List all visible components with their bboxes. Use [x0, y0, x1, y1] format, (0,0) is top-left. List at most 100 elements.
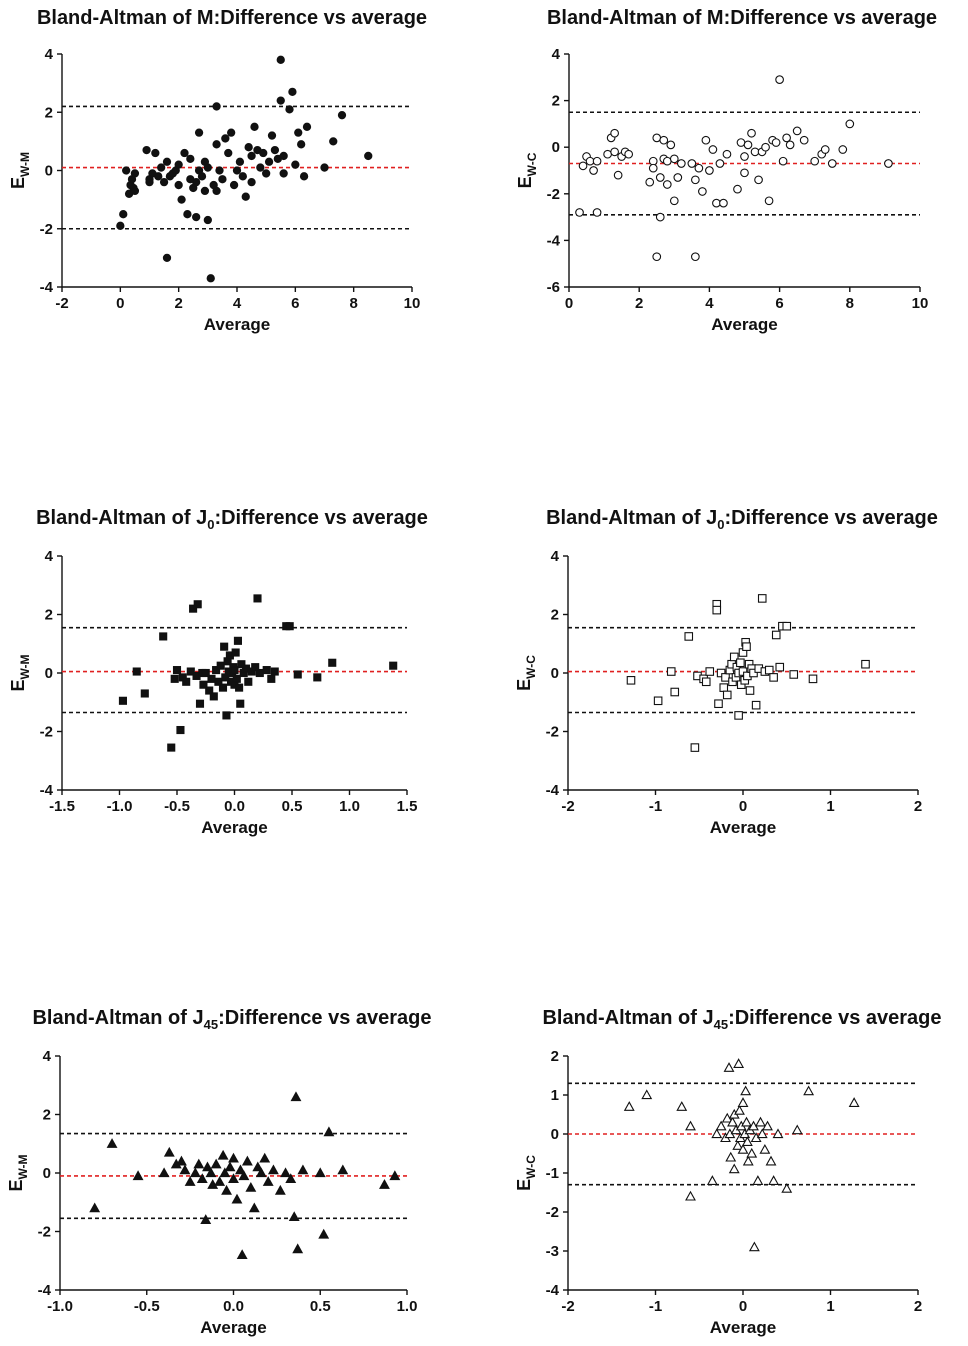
x-tick-label: -0.5: [164, 798, 190, 815]
data-point: [740, 168, 749, 178]
data-point: [669, 154, 679, 164]
data-point: [89, 1202, 101, 1213]
data-point: [212, 186, 221, 196]
y-tick-label: -4: [546, 782, 560, 799]
data-point: [236, 699, 245, 708]
data-point: [712, 605, 722, 615]
y-axis-label: EW-C: [514, 1155, 538, 1191]
data-point: [757, 594, 767, 603]
data-point: [238, 172, 247, 181]
x-tick-label: 0: [739, 1298, 747, 1315]
data-point: [782, 621, 792, 631]
data-point: [719, 198, 728, 208]
y-axis-label: EW-C: [514, 655, 538, 691]
data-point: [186, 154, 195, 163]
y-tick-label: 0: [43, 1165, 51, 1182]
data-point: [684, 632, 694, 641]
data-point: [199, 680, 208, 689]
data-point: [270, 667, 279, 676]
data-point: [698, 187, 707, 196]
data-point: [299, 172, 309, 181]
data-point: [845, 119, 855, 129]
data-point: [838, 145, 848, 154]
data-point: [267, 131, 277, 140]
y-tick-label: 2: [552, 93, 560, 110]
x-tick-label: 6: [291, 295, 299, 312]
data-point: [159, 177, 169, 187]
y-tick-label: -4: [546, 1282, 560, 1299]
y-tick-label: 2: [551, 607, 559, 624]
chart-title: Bland-Altman of M:Difference vs average: [547, 7, 937, 29]
data-point: [706, 1175, 718, 1185]
data-point: [659, 135, 669, 145]
data-point: [655, 173, 665, 182]
chart-m-w-m: Bland-Altman of M:Difference vs average -…: [8, 7, 427, 334]
data-point: [746, 1147, 758, 1158]
data-point: [229, 180, 239, 190]
data-point: [207, 1179, 219, 1189]
data-point: [205, 686, 214, 695]
x-tick-label: -1: [649, 798, 662, 815]
data-point: [154, 172, 163, 181]
data-point: [132, 1170, 144, 1181]
x-tick-label: 0: [739, 798, 747, 815]
y-tick-label: -4: [547, 232, 561, 249]
chart-j0-w-c: Bland-Altman of J0:Difference vs average…: [514, 507, 938, 837]
y-tick-label: -6: [547, 279, 560, 296]
data-point: [174, 160, 183, 169]
x-axis-label: Average: [710, 1318, 776, 1337]
data-point: [248, 1202, 260, 1213]
data-point: [274, 1184, 286, 1195]
data-point: [262, 1176, 274, 1186]
data-point: [589, 166, 598, 175]
data-point: [200, 186, 210, 196]
data-point: [723, 1062, 735, 1072]
data-point: [676, 159, 686, 168]
data-point: [685, 1190, 696, 1201]
y-tick-label: -2: [546, 724, 559, 741]
data-point: [585, 156, 595, 166]
data-point: [745, 686, 755, 695]
data-point: [705, 667, 715, 676]
data-point: [738, 667, 748, 676]
data-point: [708, 145, 718, 154]
data-point: [848, 1097, 860, 1107]
chart-title: Bland-Altman of J45:Difference vs averag…: [542, 1007, 941, 1032]
data-point: [727, 1116, 738, 1127]
data-point: [754, 175, 763, 185]
data-point: [884, 159, 893, 168]
data-point: [789, 670, 799, 679]
data-point: [184, 1176, 196, 1186]
data-point: [670, 687, 680, 697]
y-axis-label: EW-M: [8, 654, 32, 691]
data-point: [159, 632, 168, 641]
data-point: [715, 159, 725, 168]
data-point: [194, 128, 204, 137]
data-point: [314, 1167, 326, 1178]
data-point: [575, 208, 584, 217]
data-point: [231, 648, 240, 657]
data-point: [224, 148, 233, 158]
y-tick-label: -3: [546, 1243, 559, 1260]
data-point: [224, 1161, 236, 1172]
data-point: [645, 177, 655, 187]
data-point: [655, 212, 665, 222]
data-point: [329, 137, 338, 146]
data-point: [192, 212, 201, 222]
data-point: [737, 1097, 749, 1107]
data-point: [748, 1241, 760, 1252]
x-axis-label: Average: [200, 1318, 266, 1337]
data-point: [193, 600, 202, 609]
data-point: [210, 1158, 222, 1169]
data-point: [256, 163, 265, 172]
data-point: [227, 128, 236, 137]
data-point: [267, 1164, 279, 1175]
y-tick-label: 2: [45, 104, 53, 121]
x-tick-label: -0.5: [134, 1298, 160, 1315]
data-point: [791, 1124, 803, 1135]
data-point: [142, 145, 151, 155]
data-point: [244, 143, 253, 152]
data-point: [255, 1167, 267, 1178]
data-point: [734, 711, 743, 720]
